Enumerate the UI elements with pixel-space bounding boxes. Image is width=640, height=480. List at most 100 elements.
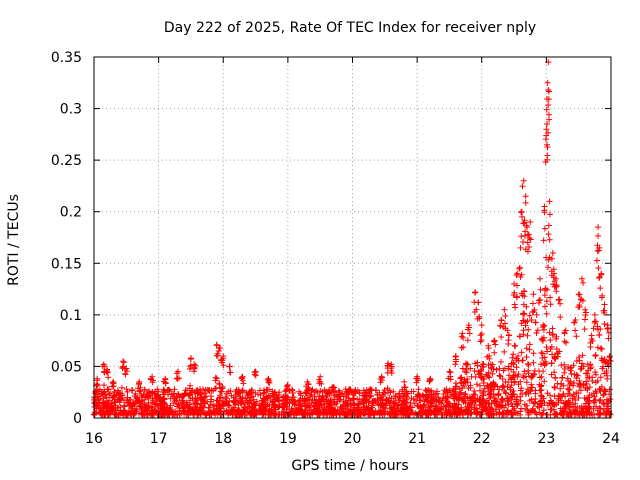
- roti-point: [188, 408, 195, 415]
- roti-point: [577, 366, 584, 373]
- roti-point: [173, 397, 180, 404]
- roti-point: [496, 386, 503, 393]
- roti-point: [576, 357, 583, 364]
- roti-point: [202, 411, 209, 418]
- roti-peak-point: [590, 325, 597, 332]
- roti-point: [333, 410, 340, 417]
- roti-point: [395, 402, 402, 409]
- roti-point: [526, 346, 533, 353]
- roti-peak-point: [522, 193, 529, 200]
- roti-peak-point: [122, 371, 129, 378]
- roti-peak-point: [544, 79, 551, 86]
- roti-peak-point: [414, 375, 421, 382]
- roti-point: [543, 298, 550, 305]
- roti-point: [295, 397, 302, 404]
- roti-peak-point: [94, 377, 101, 384]
- roti-point: [281, 404, 288, 411]
- roti-point: [194, 387, 201, 394]
- roti-point: [248, 388, 255, 395]
- roti-point: [192, 395, 199, 402]
- roti-peak-point: [544, 144, 551, 151]
- roti-peak-point: [474, 315, 481, 322]
- roti-point: [579, 360, 586, 367]
- roti-point: [545, 264, 552, 271]
- chart-title: Day 222 of 2025, Rate Of TEC Index for r…: [164, 20, 536, 36]
- roti-point: [292, 402, 299, 409]
- roti-point: [302, 402, 309, 409]
- roti-point: [460, 380, 467, 387]
- roti-point: [207, 393, 214, 400]
- roti-point: [584, 370, 591, 377]
- roti-point: [601, 386, 608, 393]
- roti-point: [269, 399, 276, 406]
- roti-point: [179, 398, 186, 405]
- roti-point: [461, 409, 468, 416]
- roti-point: [146, 389, 153, 396]
- roti-point: [100, 402, 107, 409]
- x-tick-label: 22: [473, 431, 491, 447]
- roti-peak-point: [147, 375, 154, 382]
- roti-peak-point: [305, 385, 312, 392]
- roti-peak-point: [537, 286, 544, 293]
- roti-point: [547, 301, 554, 308]
- roti-point: [583, 408, 590, 415]
- roti-point: [113, 411, 120, 418]
- roti-point: [581, 403, 588, 410]
- roti-point: [333, 391, 340, 398]
- roti-peak-point: [214, 350, 221, 357]
- roti-point: [597, 345, 604, 352]
- roti-peak-point: [347, 386, 354, 393]
- roti-peak-point: [527, 236, 534, 243]
- roti-point: [559, 407, 566, 414]
- roti-peak-point: [546, 116, 553, 123]
- roti-peak-point: [522, 246, 529, 253]
- roti-point: [313, 403, 320, 410]
- roti-peak-point: [556, 296, 563, 303]
- roti-point: [551, 384, 558, 391]
- roti-peak-point: [519, 183, 526, 190]
- roti-point: [522, 391, 529, 398]
- roti-point: [335, 387, 342, 394]
- roti-point: [248, 386, 255, 393]
- roti-point: [414, 402, 421, 409]
- roti-point: [424, 411, 431, 418]
- roti-peak-point: [460, 334, 467, 341]
- roti-point: [451, 400, 458, 407]
- roti-point: [324, 411, 331, 418]
- roti-point: [457, 375, 464, 382]
- roti-peak-point: [529, 300, 536, 307]
- roti-point: [99, 391, 106, 398]
- roti-peak-point: [266, 377, 273, 384]
- roti-point: [602, 388, 609, 395]
- roti-point: [334, 398, 341, 405]
- roti-point: [520, 301, 527, 308]
- roti-point: [508, 409, 515, 416]
- roti-peak-point: [578, 275, 585, 282]
- roti-point: [523, 379, 530, 386]
- roti-point: [537, 361, 544, 368]
- roti-point: [474, 381, 481, 388]
- roti-peak-point: [516, 264, 523, 271]
- roti-point: [492, 398, 499, 405]
- roti-point: [605, 403, 612, 410]
- roti-peak-point: [540, 326, 547, 333]
- roti-point: [303, 387, 310, 394]
- roti-peak-point: [537, 296, 544, 303]
- roti-point: [499, 411, 506, 418]
- roti-point: [511, 379, 518, 386]
- roti-point: [541, 378, 548, 385]
- roti-peak-point: [588, 335, 595, 342]
- roti-peak-point: [544, 95, 551, 102]
- roti-point: [390, 388, 397, 395]
- roti-point: [525, 409, 532, 416]
- roti-point: [477, 397, 484, 404]
- roti-point: [237, 400, 244, 407]
- roti-point: [567, 365, 574, 372]
- roti-peak-point: [505, 341, 512, 348]
- roti-point: [187, 382, 194, 389]
- roti-point: [563, 400, 570, 407]
- roti-peak-point: [587, 339, 594, 346]
- roti-point: [581, 411, 588, 418]
- roti-point: [208, 409, 215, 416]
- roti-point: [392, 393, 399, 400]
